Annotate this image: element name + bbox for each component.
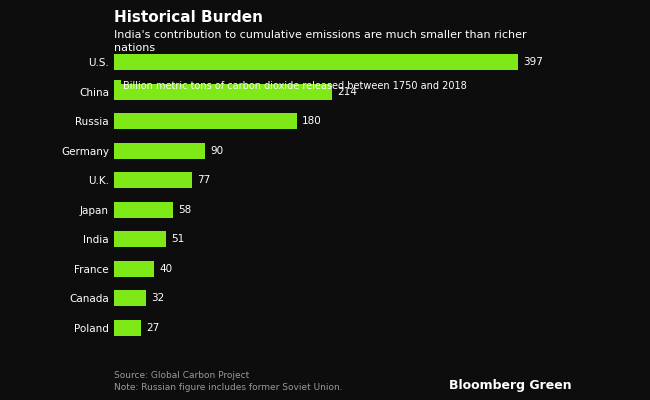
Text: 58: 58 bbox=[178, 205, 191, 215]
Text: 51: 51 bbox=[171, 234, 184, 244]
Text: 77: 77 bbox=[197, 175, 211, 185]
Text: 32: 32 bbox=[151, 293, 164, 303]
Text: Historical Burden: Historical Burden bbox=[114, 10, 263, 25]
Bar bbox=[114, 172, 192, 188]
Bar bbox=[114, 290, 146, 306]
Text: 214: 214 bbox=[337, 87, 357, 97]
Bar bbox=[114, 54, 518, 70]
Bar bbox=[114, 84, 332, 100]
Text: India's contribution to cumulative emissions are much smaller than richer
nation: India's contribution to cumulative emiss… bbox=[114, 30, 526, 53]
Text: 180: 180 bbox=[302, 116, 322, 126]
Bar bbox=[114, 231, 166, 247]
Text: 27: 27 bbox=[146, 323, 160, 333]
Text: Source: Global Carbon Project
Note: Russian figure includes former Soviet Union.: Source: Global Carbon Project Note: Russ… bbox=[114, 370, 343, 392]
Text: Billion metric tons of carbon dioxide released between 1750 and 2018: Billion metric tons of carbon dioxide re… bbox=[122, 81, 466, 91]
Bar bbox=[114, 261, 155, 277]
Bar bbox=[114, 113, 297, 129]
Text: Bloomberg Green: Bloomberg Green bbox=[449, 379, 572, 392]
Text: 40: 40 bbox=[160, 264, 173, 274]
Bar bbox=[114, 320, 141, 336]
Text: 397: 397 bbox=[523, 57, 543, 67]
Bar bbox=[114, 143, 205, 159]
Text: 90: 90 bbox=[211, 146, 224, 156]
Bar bbox=[114, 202, 173, 218]
